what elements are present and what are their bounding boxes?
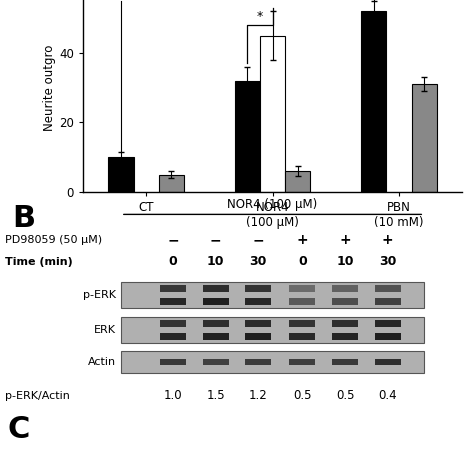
Bar: [332, 298, 358, 305]
Bar: [332, 359, 358, 365]
Bar: [160, 359, 186, 365]
Text: C: C: [8, 415, 30, 445]
Bar: [289, 298, 316, 305]
Text: PD98059 (50 μM): PD98059 (50 μM): [5, 235, 102, 245]
Text: 0.4: 0.4: [378, 389, 397, 402]
Text: 0: 0: [298, 255, 307, 268]
Bar: [374, 319, 401, 327]
Bar: [159, 174, 184, 192]
Bar: [160, 319, 186, 327]
Bar: [289, 285, 316, 292]
Text: p-ERK/Actin: p-ERK/Actin: [5, 391, 70, 401]
Bar: [121, 283, 424, 308]
Bar: [289, 319, 316, 327]
Bar: [202, 319, 228, 327]
Text: 1.5: 1.5: [206, 389, 225, 402]
Text: p-ERK: p-ERK: [83, 290, 116, 300]
Text: *: *: [257, 10, 263, 23]
Text: 10: 10: [337, 255, 354, 268]
Y-axis label: Neurite outgro: Neurite outgro: [43, 45, 56, 131]
Bar: [202, 359, 228, 365]
Bar: [246, 285, 272, 292]
Text: 0.5: 0.5: [336, 389, 355, 402]
Bar: [121, 317, 424, 343]
Bar: [411, 84, 437, 192]
Text: NOR4 (100 μM): NOR4 (100 μM): [228, 198, 318, 211]
Bar: [202, 285, 228, 292]
Bar: [374, 359, 401, 365]
Bar: [332, 285, 358, 292]
Bar: [246, 319, 272, 327]
Bar: [332, 333, 358, 340]
Text: 0.5: 0.5: [293, 389, 312, 402]
Text: ERK: ERK: [94, 325, 116, 335]
Bar: [332, 319, 358, 327]
Text: 0: 0: [169, 255, 177, 268]
Text: Time (min): Time (min): [5, 257, 73, 267]
Text: +: +: [382, 233, 393, 247]
Text: −: −: [210, 233, 221, 247]
Text: 1.2: 1.2: [249, 389, 268, 402]
Bar: [289, 359, 316, 365]
Bar: [289, 333, 316, 340]
Text: 30: 30: [379, 255, 396, 268]
Bar: [121, 351, 424, 373]
Bar: [202, 298, 228, 305]
Bar: [202, 333, 228, 340]
Bar: [235, 81, 260, 192]
Text: 30: 30: [250, 255, 267, 268]
Bar: [260, 36, 285, 192]
Bar: [246, 359, 272, 365]
Bar: [374, 298, 401, 305]
Text: +: +: [339, 233, 351, 247]
Bar: [374, 285, 401, 292]
Bar: [374, 333, 401, 340]
Bar: [285, 171, 310, 192]
Bar: [160, 285, 186, 292]
Text: Actin: Actin: [88, 357, 116, 367]
Text: +: +: [297, 233, 308, 247]
Bar: [108, 157, 134, 192]
Text: −: −: [253, 233, 264, 247]
Text: 10: 10: [207, 255, 224, 268]
Text: 1.0: 1.0: [164, 389, 182, 402]
Bar: [246, 333, 272, 340]
Text: −: −: [167, 233, 179, 247]
Text: B: B: [12, 204, 35, 233]
Bar: [361, 11, 386, 192]
Bar: [160, 333, 186, 340]
Bar: [160, 298, 186, 305]
Bar: [246, 298, 272, 305]
